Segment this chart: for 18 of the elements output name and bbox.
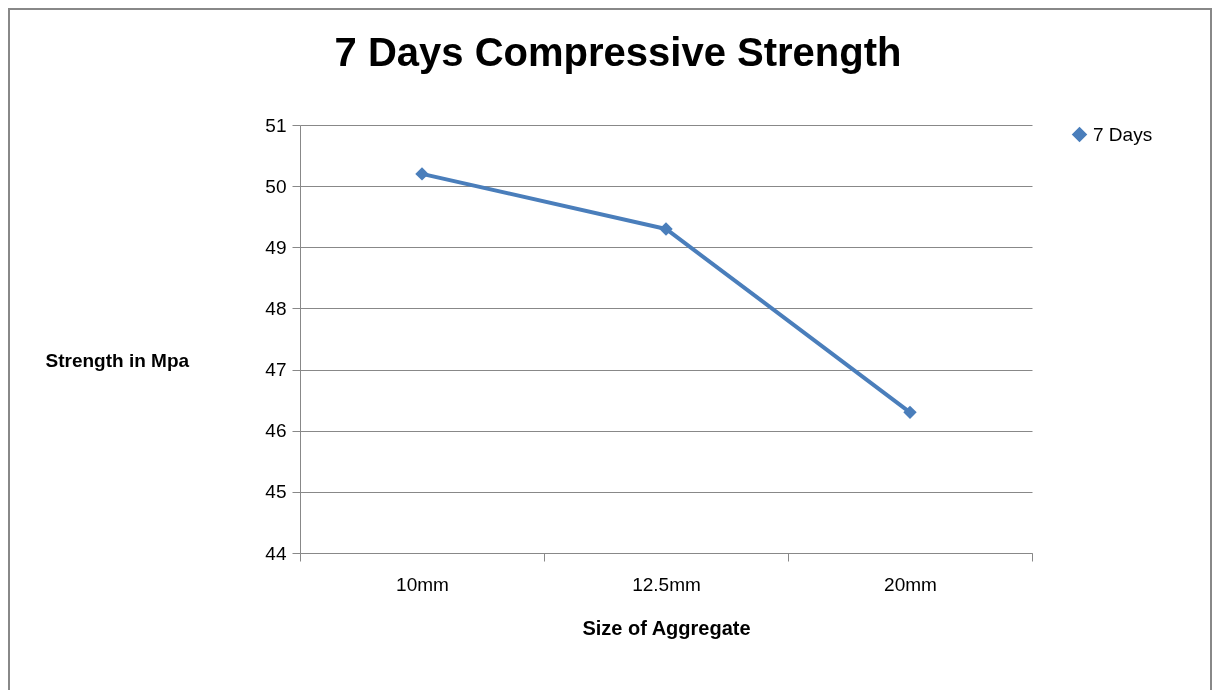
y-tick-label: 51 — [265, 114, 287, 136]
y-tick-label: 47 — [265, 359, 287, 381]
y-tick-label: 44 — [265, 542, 287, 564]
y-tick-label: 48 — [265, 297, 287, 319]
point — [415, 167, 429, 181]
y-tick-label: 45 — [265, 481, 287, 503]
y-tick-label: 49 — [265, 236, 287, 258]
legend-label: 7 Days — [1093, 123, 1153, 145]
x-tick-label: 20mm — [884, 573, 937, 595]
x-tick-label: 10mm — [396, 573, 449, 595]
point — [903, 405, 917, 420]
x-axis-title: Size of Aggregate — [582, 616, 751, 639]
chart-title: 7 Days Compressive Strength — [334, 30, 902, 74]
x-tick-label: 12.5mm — [632, 573, 701, 595]
y-tick-label: 50 — [265, 175, 287, 197]
point — [659, 222, 673, 236]
y-axis-title: Strength in Mpa — [45, 349, 190, 371]
y-tick-label: 46 — [265, 420, 287, 442]
